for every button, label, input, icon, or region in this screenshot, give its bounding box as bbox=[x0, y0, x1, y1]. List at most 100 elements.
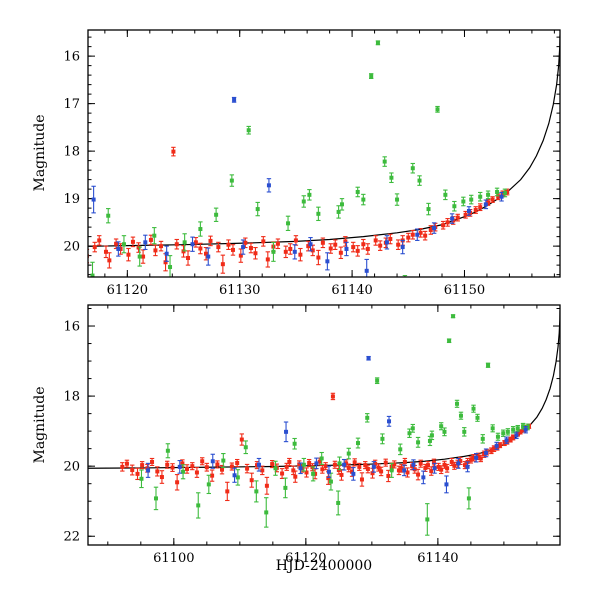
data-point bbox=[124, 461, 129, 466]
data-point bbox=[339, 202, 344, 207]
data-point bbox=[455, 401, 460, 406]
data-point bbox=[232, 97, 237, 102]
data-point bbox=[174, 242, 179, 247]
data-point bbox=[196, 503, 201, 508]
series-blue bbox=[91, 96, 504, 277]
data-point bbox=[425, 517, 430, 522]
data-point bbox=[387, 419, 392, 424]
model-curve bbox=[88, 34, 560, 247]
data-point bbox=[342, 462, 347, 467]
series-red bbox=[120, 392, 532, 502]
data-point bbox=[442, 429, 447, 434]
data-point bbox=[266, 183, 271, 188]
data-point bbox=[343, 239, 348, 244]
data-point bbox=[307, 461, 312, 466]
data-point bbox=[494, 443, 499, 448]
data-point bbox=[500, 191, 505, 196]
data-point bbox=[410, 232, 415, 237]
data-point bbox=[417, 178, 422, 183]
data-point bbox=[118, 246, 123, 251]
data-point bbox=[462, 463, 467, 468]
data-point bbox=[168, 265, 173, 270]
data-point bbox=[243, 240, 248, 245]
data-point bbox=[489, 448, 494, 453]
data-point bbox=[97, 238, 102, 243]
data-point bbox=[480, 436, 485, 441]
data-point bbox=[421, 475, 426, 480]
data-point bbox=[501, 431, 506, 436]
data-point bbox=[220, 467, 225, 472]
data-point bbox=[371, 464, 376, 469]
data-point bbox=[490, 197, 495, 202]
data-point bbox=[486, 192, 491, 197]
data-point bbox=[444, 482, 449, 487]
data-point bbox=[332, 316, 336, 320]
data-point bbox=[423, 233, 428, 238]
data-point bbox=[518, 429, 523, 434]
data-point bbox=[389, 175, 394, 180]
data-point bbox=[442, 462, 447, 467]
data-point bbox=[346, 451, 351, 456]
data-point bbox=[137, 254, 142, 259]
data-point bbox=[402, 459, 407, 464]
data-point bbox=[286, 221, 291, 226]
data-point bbox=[396, 468, 401, 473]
data-point bbox=[145, 466, 150, 471]
x-axis-label: HJD-2400000 bbox=[275, 558, 373, 574]
data-point bbox=[432, 466, 437, 471]
data-point bbox=[283, 249, 288, 254]
data-point bbox=[323, 464, 328, 469]
data-point bbox=[317, 459, 322, 464]
data-point bbox=[271, 249, 276, 254]
data-point bbox=[495, 189, 500, 194]
data-point bbox=[152, 233, 157, 238]
data-point bbox=[351, 245, 356, 250]
data-point bbox=[298, 252, 303, 257]
data-point bbox=[301, 462, 306, 467]
data-point bbox=[429, 433, 434, 438]
data-point bbox=[407, 431, 412, 436]
data-point bbox=[379, 469, 384, 474]
data-point bbox=[515, 426, 520, 431]
data-point bbox=[114, 241, 119, 246]
data-point bbox=[382, 159, 387, 164]
data-point bbox=[365, 466, 370, 471]
data-point bbox=[469, 197, 474, 202]
y-tick-label: 17 bbox=[63, 97, 80, 112]
data-point bbox=[326, 469, 331, 474]
y-tick-label: 16 bbox=[63, 320, 80, 335]
data-point bbox=[411, 462, 416, 467]
data-point bbox=[180, 461, 185, 466]
data-point bbox=[495, 434, 500, 439]
data-point bbox=[370, 471, 375, 476]
series-green bbox=[139, 314, 530, 536]
data-point bbox=[352, 460, 357, 465]
data-point bbox=[264, 483, 269, 488]
data-point bbox=[226, 242, 231, 247]
data-point bbox=[248, 246, 253, 251]
data-point bbox=[465, 464, 470, 469]
data-point bbox=[200, 459, 205, 464]
y-axis-label-bottom-panel: Magnitude bbox=[32, 386, 48, 464]
data-point bbox=[255, 207, 260, 212]
data-point bbox=[306, 244, 311, 249]
top-panel-frame bbox=[87, 29, 561, 278]
data-point bbox=[332, 462, 337, 467]
data-point bbox=[225, 489, 230, 494]
data-point bbox=[355, 441, 360, 446]
data-point bbox=[461, 199, 466, 204]
data-point bbox=[369, 74, 374, 79]
data-point bbox=[366, 356, 371, 361]
data-point bbox=[466, 496, 471, 501]
data-point bbox=[314, 461, 319, 466]
bottom-panel: 61100 61120 61140 16 18 20 22 bbox=[63, 304, 561, 566]
data-point bbox=[452, 204, 457, 209]
data-point bbox=[373, 238, 378, 243]
data-point bbox=[504, 438, 509, 443]
data-point bbox=[399, 466, 404, 471]
x-tick-label: 61120 bbox=[107, 283, 148, 298]
y-tick-label: 20 bbox=[63, 240, 80, 255]
data-point bbox=[355, 189, 360, 194]
data-point bbox=[336, 500, 341, 505]
data-point bbox=[338, 250, 343, 255]
